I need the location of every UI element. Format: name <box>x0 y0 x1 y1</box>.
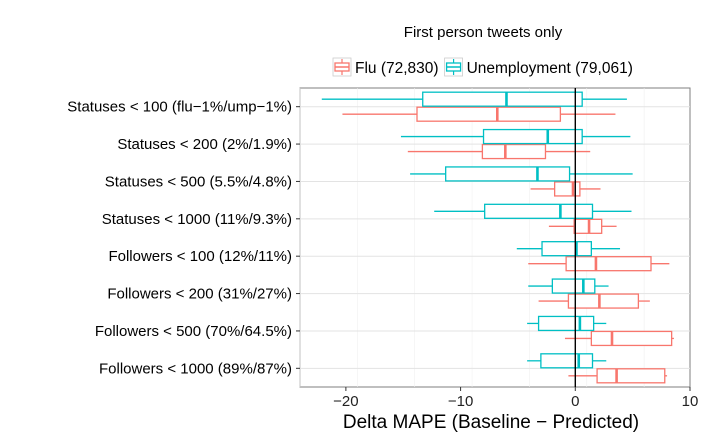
chart-title: First person tweets only <box>404 24 563 41</box>
boxes <box>321 91 674 384</box>
x-tick-label: −20 <box>333 393 358 410</box>
category-label: Statuses < 500 (5.5%/4.8%) <box>105 173 292 190</box>
category-labels: Statuses < 100 (flu−1%/ump−1%) Statuses <… <box>67 99 300 377</box>
box-iqr <box>590 330 673 347</box>
category-label: Statuses < 1000 (11%/9.3%) <box>102 211 292 228</box>
box-iqr <box>541 241 593 257</box>
box-unemployment-2 <box>410 166 633 182</box>
legend-label: Unemployment (79,061) <box>467 60 633 77</box>
box-flu-3 <box>548 218 617 234</box>
box-iqr <box>540 353 594 369</box>
category-label: Followers < 100 (12%/11%) <box>108 248 292 265</box>
box-iqr <box>422 91 583 107</box>
box-flu-1 <box>407 143 591 160</box>
box-iqr <box>482 128 583 145</box>
x-tick-label: 10 <box>682 393 699 410</box>
box-unemployment-7 <box>527 353 607 369</box>
box-unemployment-4 <box>516 241 621 257</box>
legend-key-flu <box>332 57 352 77</box>
box-unemployment-1 <box>400 128 631 145</box>
x-tick-label: −10 <box>448 393 473 410</box>
category-label: Statuses < 200 (2%/1.9%) <box>117 136 292 153</box>
box-iqr <box>416 106 562 122</box>
box-flu-7 <box>568 368 668 384</box>
box-iqr <box>596 368 666 384</box>
category-label: Followers < 200 (31%/27%) <box>107 286 292 303</box>
box-flu-6 <box>564 330 674 347</box>
box-iqr <box>551 278 596 294</box>
x-tick-label: 0 <box>571 393 579 410</box>
category-label: Followers < 500 (70%/64.5%) <box>95 323 292 340</box>
box-iqr <box>537 315 595 332</box>
legend-key-unemployment <box>444 57 463 77</box>
box-flu-0 <box>342 106 616 122</box>
box-iqr <box>567 293 640 309</box>
x-axis-title: Delta MAPE (Baseline − Predicted) <box>343 412 639 433</box>
box-iqr <box>565 256 652 272</box>
legend-label: Flu (72,830) <box>355 60 439 77</box>
x-axis-ticks: −20 −10 0 10 <box>333 387 698 410</box>
box-flu-2 <box>530 181 601 197</box>
box-unemployment-5 <box>528 278 609 294</box>
box-unemployment-3 <box>434 203 632 219</box>
category-label: Followers < 1000 (89%/87%) <box>99 360 292 377</box>
box-flu-5 <box>538 293 650 309</box>
box-iqr <box>481 143 547 160</box>
legend: Flu (72,830) Unemployment (79,061) <box>332 57 633 77</box>
box-iqr <box>484 203 594 219</box>
box-flu-4 <box>528 256 670 272</box>
category-label: Statuses < 100 (flu−1%/ump−1%) <box>67 99 292 116</box>
box-unemployment-0 <box>321 91 627 107</box>
box-iqr <box>445 166 571 182</box>
box-unemployment-6 <box>527 315 607 332</box>
box-iqr <box>553 181 581 197</box>
